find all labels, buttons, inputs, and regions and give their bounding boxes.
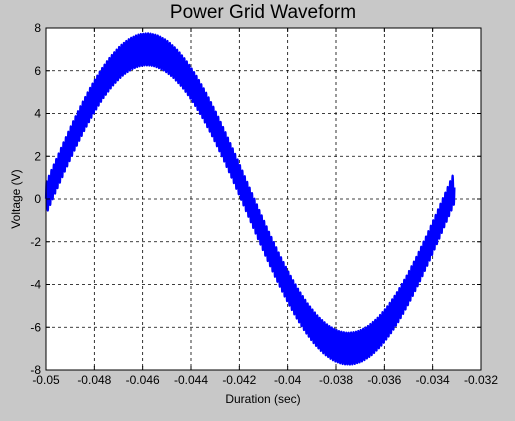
x-tick-label: -0.038 xyxy=(319,373,353,387)
y-tick-label: -2 xyxy=(30,235,41,249)
x-tick-label: -0.046 xyxy=(126,373,160,387)
x-tick-label: -0.044 xyxy=(174,373,208,387)
y-tick-label: -8 xyxy=(30,363,41,377)
chart-title: Power Grid Waveform xyxy=(170,2,356,23)
y-tick-label: 4 xyxy=(34,107,41,121)
x-tick-label: -0.048 xyxy=(77,373,111,387)
x-tick-label: -0.04 xyxy=(274,373,302,387)
x-tick-label: -0.042 xyxy=(222,373,256,387)
y-tick-label: 0 xyxy=(34,192,41,206)
series-layer xyxy=(44,32,456,366)
series-line xyxy=(44,32,456,366)
x-tick-label: -0.034 xyxy=(416,373,450,387)
y-tick-label: 8 xyxy=(34,21,41,35)
y-tick-label: 2 xyxy=(34,149,41,163)
x-tick-label: -0.036 xyxy=(367,373,401,387)
y-axis-label: Voltage (V) xyxy=(9,169,23,228)
y-tick-label: 6 xyxy=(34,64,41,78)
x-axis-label: Duration (sec) xyxy=(225,392,300,406)
x-tick-label: -0.05 xyxy=(32,373,60,387)
y-tick-label: -4 xyxy=(30,278,41,292)
y-tick-label: -6 xyxy=(30,320,41,334)
tick-layer: -0.05 -0.048 -0.046 -0.044 -0.042 -0.04 -0.038… xyxy=(30,21,498,387)
x-tick-label: -0.032 xyxy=(464,373,498,387)
